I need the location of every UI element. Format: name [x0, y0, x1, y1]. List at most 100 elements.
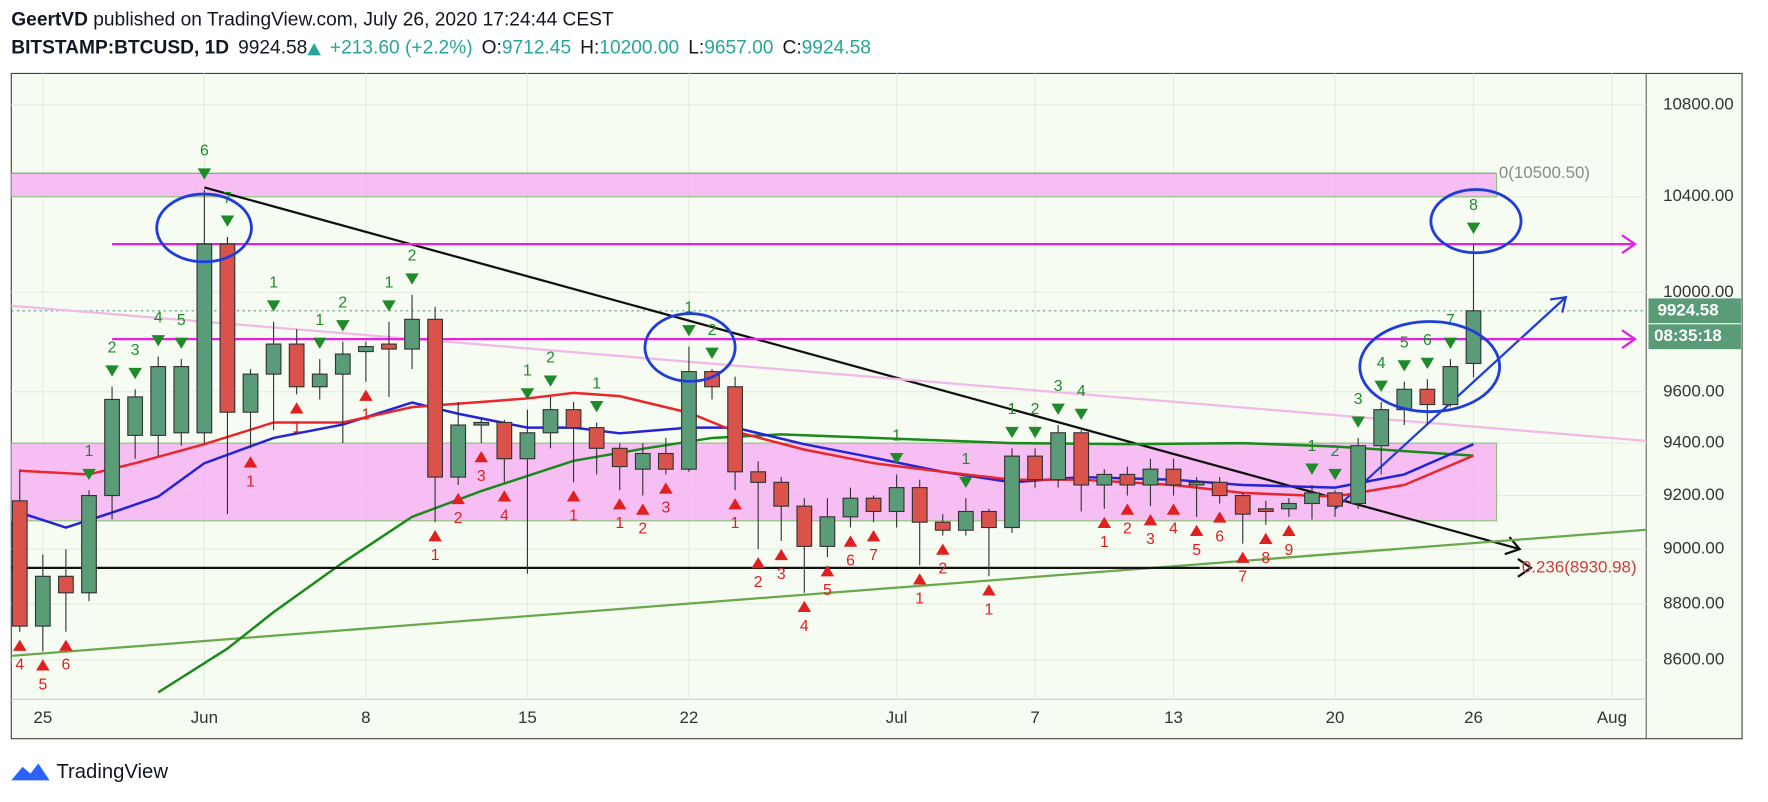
count-marker [197, 168, 212, 180]
candle-body [796, 505, 813, 547]
candle-body [58, 575, 74, 594]
count-marker [1097, 516, 1112, 528]
candle-body [34, 575, 51, 627]
candle-body [1142, 468, 1159, 486]
count-marker [312, 337, 327, 349]
count-label: 4 [1377, 355, 1386, 372]
candle-body [104, 398, 120, 497]
count-marker [266, 300, 281, 312]
count-label: 3 [1054, 378, 1063, 395]
y-tick-label: 9200.00 [1663, 485, 1724, 504]
count-label: 1 [892, 427, 901, 444]
y-tick-label: 10800.00 [1663, 94, 1734, 113]
ellipse [155, 192, 253, 264]
count-marker [128, 367, 142, 380]
symbol-line: BITSTAMP:BTCUSD, 1D 9924.58 [11, 38, 307, 59]
last-price-label: 9924.58 [1658, 300, 1719, 319]
candle-body [1211, 481, 1228, 497]
candle-body [934, 521, 951, 531]
candle-body [773, 481, 790, 507]
fib-label: 0.236(8930.98) [1522, 557, 1637, 576]
count-label: 7 [1446, 312, 1455, 329]
count-label: 2 [546, 350, 555, 367]
count-label: 5 [1400, 335, 1409, 352]
ohlc-line: +213.60 (+2.2%) O:9712.45 H:10200.00 L:9657… [330, 38, 871, 59]
count-label: 1 [1008, 401, 1017, 418]
count-marker [220, 215, 235, 227]
candle-body [865, 497, 882, 513]
x-tick-label: 8 [361, 708, 370, 727]
count-label: 1 [961, 451, 970, 468]
count-marker [843, 535, 858, 547]
count-marker [451, 492, 465, 505]
candle-body [404, 318, 420, 350]
count-label: 5 [177, 312, 186, 329]
symbol: BITSTAMP:BTCUSD, 1D [11, 38, 229, 59]
candle-body [357, 346, 374, 353]
count-marker [1466, 222, 1481, 234]
candle-body [1373, 409, 1390, 447]
x-tick-label: 15 [518, 708, 537, 727]
count-marker [936, 543, 950, 555]
y-tick-label: 8800.00 [1663, 593, 1724, 612]
candle-body [750, 471, 767, 483]
candle-body [819, 516, 836, 547]
candle-body [1004, 455, 1020, 529]
count-marker [751, 556, 765, 569]
candle-body [1304, 492, 1320, 505]
count-label: 1 [361, 407, 370, 424]
candle-body [542, 409, 559, 434]
candle-body [150, 366, 167, 436]
countdown-box [1648, 324, 1741, 350]
h-label: H: [580, 38, 599, 59]
x-tick-label: 22 [680, 708, 699, 727]
count-marker [289, 402, 304, 414]
ellipse [643, 312, 737, 383]
count-label: 2 [1031, 401, 1040, 418]
count-marker [889, 453, 904, 465]
count-label: 6 [846, 553, 855, 570]
moving-average [19, 391, 1474, 498]
o-label: O: [482, 38, 502, 59]
count-label: 1 [292, 419, 301, 436]
candle-body [265, 343, 282, 375]
count-marker [1328, 468, 1342, 481]
candle-body [1281, 502, 1297, 510]
count-marker [1120, 503, 1135, 515]
candle-body [1234, 494, 1251, 515]
count-marker [1374, 380, 1388, 392]
count-marker [520, 388, 535, 400]
header-line: GeertVD published on TradingView.com, Ju… [11, 10, 614, 31]
moving-average [19, 401, 1475, 529]
count-label: 2 [1331, 443, 1340, 460]
count-label: 3 [1146, 531, 1155, 548]
candle-body [381, 343, 397, 350]
count-label: 3 [131, 342, 140, 359]
count-marker [59, 639, 73, 651]
candle-body [1073, 432, 1090, 486]
count-marker [82, 468, 96, 481]
count-marker [1259, 532, 1273, 545]
l-label: L: [688, 38, 704, 59]
count-marker [36, 659, 50, 671]
candle-body [519, 432, 536, 460]
count-label: 9 [1285, 542, 1294, 559]
count-label: 2 [1123, 521, 1132, 538]
y-tick-label: 9400.00 [1663, 433, 1724, 452]
arrow-head [1517, 558, 1533, 578]
count-label: 1 [315, 312, 324, 329]
count-label: 1 [731, 515, 740, 532]
count-marker [1305, 463, 1319, 475]
count-marker [1005, 426, 1019, 439]
count-label: 5 [823, 582, 832, 599]
candle-body [1465, 310, 1482, 365]
count-marker [151, 335, 165, 347]
count-label: 2 [108, 340, 117, 357]
candle-body [1419, 388, 1436, 406]
count-label: 6 [1423, 332, 1432, 349]
change: +213.60 (+2.2%) [330, 38, 473, 59]
count-label: 4 [154, 309, 163, 326]
candle-body [219, 243, 236, 413]
